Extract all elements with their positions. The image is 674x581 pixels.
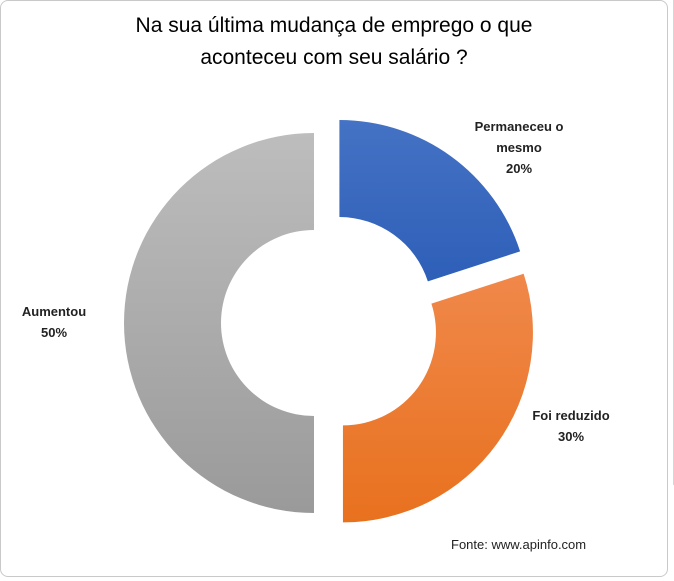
donut-slice-3 — [124, 133, 314, 513]
source-note: Fonte: www.apinfo.com — [451, 537, 587, 552]
slice-label-3: Aumentou 50% — [22, 304, 86, 340]
chart-title-line-2: aconteceu com seu salário ? — [200, 46, 468, 69]
donut-slice-1 — [339, 120, 521, 282]
slice-label-2: Foi reduzido 30% — [532, 408, 609, 444]
chart-title-line-1: Na sua última mudança de emprego o que — [135, 14, 533, 37]
donut-slice-2 — [342, 273, 533, 523]
chart-title: Na sua última mudança de emprego o que a… — [0, 10, 668, 74]
slice-label-1: Permaneceu o mesmo 20% — [475, 119, 564, 176]
